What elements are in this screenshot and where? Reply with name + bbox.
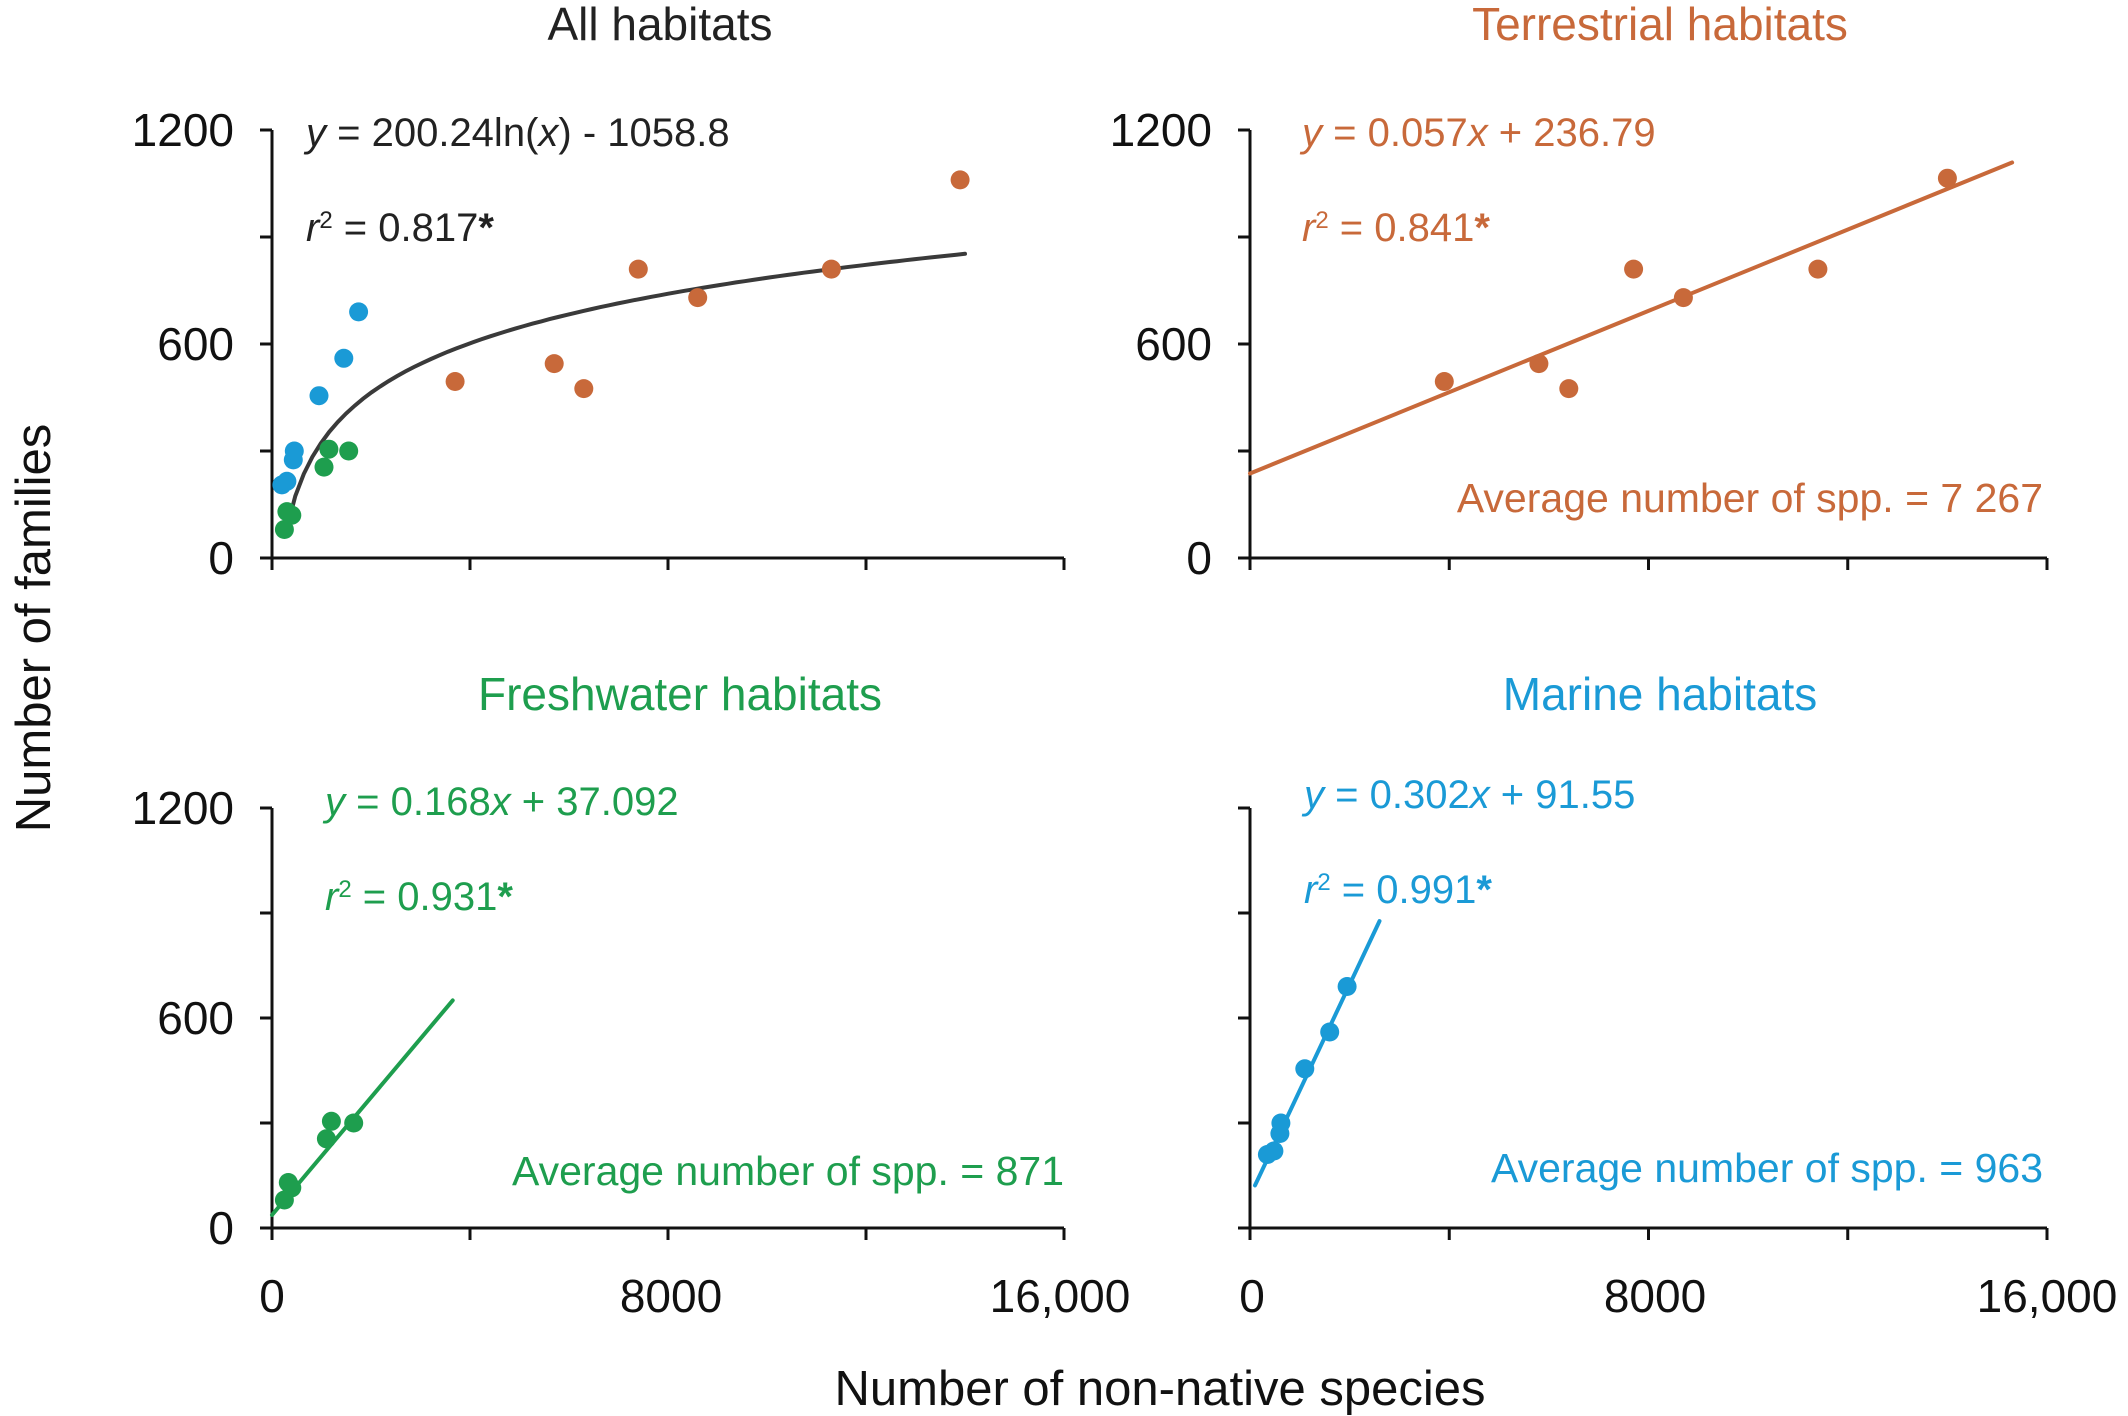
data-point-freshwater (319, 439, 339, 459)
y-tick-label: 1200 (132, 104, 234, 156)
data-point-marine (277, 471, 297, 491)
regression-equation: y = 0.057x + 236.79 (1299, 111, 1656, 155)
x-tick-label: 0 (259, 1270, 285, 1322)
y-tick-label: 0 (1186, 532, 1212, 584)
regression-equation: y = 0.168x + 37.092 (322, 780, 679, 824)
data-point-freshwater (321, 1111, 341, 1131)
panel-freshwater: Freshwater habitats 0 600 1200 y = 0.168x + … (132, 668, 1066, 1254)
x-tick-label: 8000 (620, 1270, 722, 1322)
panel-all: All habitats 0 600 1200 0 8000 16,000 y = 200.2… (132, 0, 1131, 1322)
y-tick-label: 1200 (1110, 104, 1212, 156)
data-point-terrestrial (574, 379, 594, 399)
data-point-terrestrial (1808, 259, 1828, 279)
x-tick-label: 16,000 (990, 1270, 1131, 1322)
data-point-freshwater (282, 505, 302, 525)
panel-title: Marine habitats (1503, 668, 1818, 720)
r-squared: r2 = 0.841* (1302, 206, 1490, 250)
average-species-label: Average number of spp. = 871 (512, 1148, 1064, 1194)
fit-line (284, 251, 967, 531)
fit-line (1248, 160, 2015, 476)
r-squared: r2 = 0.931* (325, 875, 513, 919)
data-point-marine (1264, 1141, 1284, 1161)
average-species-label: Average number of spp. = 7 267 (1457, 475, 2043, 521)
r-squared: r2 = 0.991* (1304, 868, 1492, 912)
data-point-marine (1320, 1022, 1340, 1042)
y-axis-label: Number of families (7, 424, 61, 832)
data-point-freshwater (314, 457, 334, 477)
data-point-freshwater (282, 1178, 302, 1198)
y-tick-label: 600 (157, 992, 234, 1044)
data-point-freshwater (339, 441, 359, 461)
data-point-terrestrial (1937, 168, 1957, 188)
panel-title: Terrestrial habitats (1472, 0, 1848, 50)
fit-line (270, 998, 455, 1217)
panel-terrestrial: Terrestrial habitats 0 600 1200 0 8000 16,000 y… (1110, 0, 2118, 1322)
data-point-terrestrial (821, 259, 841, 279)
regression-equation: y = 0.302x + 91.55 (1301, 773, 1635, 817)
y-tick-label: 600 (157, 318, 234, 370)
x-tick-label: 16,000 (1977, 1270, 2118, 1322)
x-tick-label: 0 (1239, 1270, 1265, 1322)
data-point-terrestrial (1434, 372, 1454, 391)
data-point-terrestrial (1529, 354, 1549, 374)
data-point-terrestrial (628, 259, 648, 279)
data-point-terrestrial (445, 372, 465, 391)
data-point-terrestrial (1673, 288, 1693, 308)
data-point-terrestrial (1624, 259, 1644, 279)
y-tick-label: 600 (1135, 318, 1212, 370)
data-point-marine (1337, 977, 1357, 996)
data-point-marine (309, 386, 329, 406)
data-point-terrestrial (950, 170, 970, 190)
data-point-terrestrial (688, 288, 708, 308)
data-point-terrestrial (1559, 379, 1579, 399)
x-tick-label: 8000 (1604, 1270, 1706, 1322)
y-tick-label: 0 (208, 532, 234, 584)
y-tick-label: 1200 (132, 782, 234, 834)
data-point-marine (1271, 1113, 1291, 1133)
data-point-marine (349, 302, 369, 322)
data-point-marine (1295, 1059, 1315, 1079)
r-squared: r2 = 0.817* (306, 206, 494, 250)
regression-equation: y = 200.24ln(x) - 1058.8 (303, 111, 730, 155)
data-point-freshwater (344, 1113, 364, 1133)
data-point-terrestrial (544, 354, 564, 374)
data-point-marine (284, 441, 304, 461)
data-point-marine (334, 348, 354, 368)
panel-title: All habitats (547, 0, 772, 50)
panel-title: Freshwater habitats (478, 668, 882, 720)
panel-marine: Marine habitats y = 0.302x + 91.55 r2 = 0.… (1238, 668, 2049, 1240)
x-axis-label: Number of non-native species (835, 1362, 1486, 1416)
data-point-freshwater (274, 520, 294, 539)
y-tick-label: 0 (208, 1202, 234, 1254)
data-point-freshwater (316, 1129, 336, 1149)
average-species-label: Average number of spp. = 963 (1491, 1145, 2043, 1191)
